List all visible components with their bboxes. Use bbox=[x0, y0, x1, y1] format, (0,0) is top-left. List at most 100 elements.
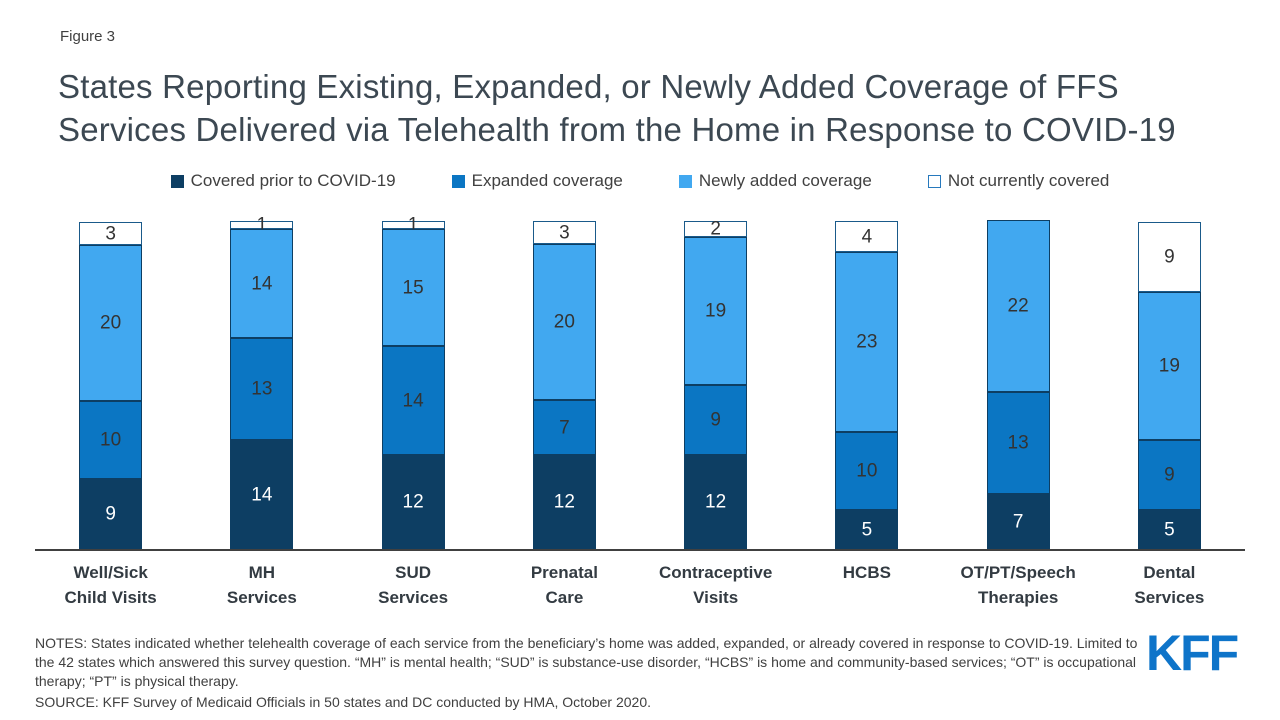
bar-segment-value: 12 bbox=[553, 491, 575, 513]
bar-segment-value: 9 bbox=[105, 503, 116, 525]
bar-segment: 10 bbox=[835, 432, 899, 510]
bar-segment-value: 10 bbox=[856, 460, 878, 482]
chart-column: 3 20 7 12 bbox=[489, 221, 640, 549]
bar-segment-value: 23 bbox=[856, 331, 878, 353]
legend-swatch-icon bbox=[451, 174, 465, 188]
bar-segment: 15 bbox=[381, 229, 445, 346]
stacked-bar: 1 14 13 14 bbox=[230, 216, 294, 549]
bar-segment-value: 22 bbox=[1007, 295, 1029, 317]
chart-column: 22 13 7 bbox=[943, 220, 1094, 549]
bar-segment: 14 bbox=[230, 440, 294, 549]
bar-segment: 9 bbox=[79, 479, 143, 549]
notes-text: NOTES: States indicated whether teleheal… bbox=[35, 635, 1138, 690]
bar-segment-value: 20 bbox=[553, 311, 575, 333]
category-label: Dental Services bbox=[1134, 563, 1205, 607]
chart-legend: Covered prior to COVID-19 Expanded covera… bbox=[0, 171, 1280, 191]
chart-column: 9 19 9 5 bbox=[1094, 221, 1245, 549]
bar-segment-value: 14 bbox=[251, 484, 273, 505]
legend-label: Newly added coverage bbox=[698, 171, 872, 190]
chart-column: 4 23 10 5 bbox=[791, 221, 942, 549]
bar-segment: 5 bbox=[835, 510, 899, 549]
bar-segment: 13 bbox=[230, 338, 294, 440]
bar-segment-value: 12 bbox=[402, 491, 424, 513]
bar-segment: 5 bbox=[1137, 510, 1201, 549]
legend-item: Newly added coverage bbox=[678, 171, 872, 191]
category-label: HCBS bbox=[842, 563, 891, 582]
bar-segment-value: 13 bbox=[251, 378, 273, 400]
bar-segment: 10 bbox=[79, 401, 143, 479]
bar-segment: 3 bbox=[79, 222, 143, 245]
bar-segment-value: 9 bbox=[1164, 464, 1175, 486]
legend-label: Covered prior to COVID-19 bbox=[190, 171, 396, 190]
bar-segment: 9 bbox=[684, 385, 748, 455]
bar-segment-value: 12 bbox=[705, 491, 727, 513]
stacked-bar: 2 19 9 12 bbox=[684, 218, 748, 549]
bar-segment-value: 4 bbox=[861, 226, 873, 247]
bar-segment-value: 13 bbox=[1007, 432, 1029, 454]
chart-title: States Reporting Existing, Expanded, or … bbox=[58, 68, 1176, 148]
bar-segment: 3 bbox=[532, 221, 596, 244]
stacked-bar: 4 23 10 5 bbox=[835, 221, 899, 549]
bar-segment-value: 2 bbox=[710, 218, 721, 240]
bar-segment-value: 5 bbox=[1164, 519, 1175, 540]
bar-segment-value: 3 bbox=[105, 223, 116, 244]
bar-segment: 20 bbox=[532, 244, 596, 400]
bar-segment: 19 bbox=[684, 237, 748, 385]
chart-column: 2 19 9 12 bbox=[640, 218, 791, 549]
category-label: Contraceptive Visits bbox=[658, 563, 773, 607]
bar-segment-value: 3 bbox=[559, 222, 570, 243]
bar-segment-value: 10 bbox=[100, 429, 122, 451]
stacked-bar: 1 15 14 12 bbox=[381, 216, 445, 549]
bar-segment: 14 bbox=[381, 346, 445, 455]
bar-segment: 22 bbox=[986, 220, 1050, 392]
bar-segment-value: 1 bbox=[407, 214, 419, 236]
bar-segment: 9 bbox=[1137, 440, 1201, 510]
bar-segment: 9 bbox=[1137, 222, 1201, 292]
stacked-bar: 22 13 7 bbox=[986, 220, 1050, 549]
bar-segment: 12 bbox=[532, 455, 596, 549]
bar-segment: 23 bbox=[835, 252, 899, 432]
chart-column: 1 14 13 14 bbox=[186, 216, 337, 549]
legend-swatch-icon bbox=[678, 174, 692, 188]
bar-segment: 13 bbox=[986, 392, 1050, 494]
bar-segment-value: 20 bbox=[100, 312, 122, 334]
stacked-bar: 3 20 10 9 bbox=[79, 222, 143, 549]
category-label: OT/PT/Speech Therapies bbox=[960, 563, 1076, 607]
bar-segment: 7 bbox=[532, 400, 596, 455]
bar-segment: 7 bbox=[986, 494, 1050, 549]
chart-plot: 3 20 10 9 1 14 13 14 1 15 14 12 3 20 7 12 2 19 9 12 4 23 10 5 22… bbox=[35, 216, 1245, 551]
bar-segment-value: 14 bbox=[402, 390, 424, 411]
bar-segment-value: 15 bbox=[402, 277, 424, 298]
chart-column: 1 15 14 12 bbox=[338, 216, 489, 549]
bar-segment-value: 19 bbox=[705, 300, 727, 322]
legend-item: Expanded coverage bbox=[451, 171, 623, 191]
bar-segment: 20 bbox=[79, 245, 143, 401]
bar-segment: 14 bbox=[230, 229, 294, 338]
stacked-bar: 9 19 9 5 bbox=[1137, 222, 1201, 549]
bar-segment: 1 bbox=[230, 216, 294, 235]
bar-segment: 2 bbox=[684, 218, 748, 240]
bar-segment-value: 7 bbox=[559, 417, 570, 438]
legend-label: Expanded coverage bbox=[471, 171, 623, 190]
kff-logo: KFF bbox=[1146, 625, 1239, 681]
stacked-bar: 3 20 7 12 bbox=[532, 221, 596, 549]
category-label: Well/Sick Child Visits bbox=[64, 563, 157, 607]
bar-segment-value: 14 bbox=[251, 273, 273, 294]
category-label: MH Services bbox=[226, 563, 297, 607]
category-label: Prenatal Care bbox=[530, 563, 598, 607]
chart-column: 3 20 10 9 bbox=[35, 221, 186, 549]
legend-item: Covered prior to COVID-19 bbox=[170, 171, 396, 191]
legend-item: Not currently covered bbox=[927, 171, 1110, 191]
figure-label: Figure 3 bbox=[60, 28, 116, 45]
source-text: SOURCE: KFF Survey of Medicaid Officials… bbox=[35, 694, 652, 710]
legend-label: Not currently covered bbox=[947, 171, 1110, 190]
category-label: SUD Services bbox=[378, 563, 449, 607]
bar-segment-value: 9 bbox=[1164, 246, 1175, 268]
bar-segment-value: 19 bbox=[1158, 355, 1180, 377]
legend-swatch-icon bbox=[927, 174, 941, 188]
legend-swatch-icon bbox=[170, 174, 184, 188]
bar-segment: 12 bbox=[381, 455, 445, 549]
bar-segment: 4 bbox=[835, 221, 899, 252]
bar-segment-value: 1 bbox=[256, 214, 268, 236]
